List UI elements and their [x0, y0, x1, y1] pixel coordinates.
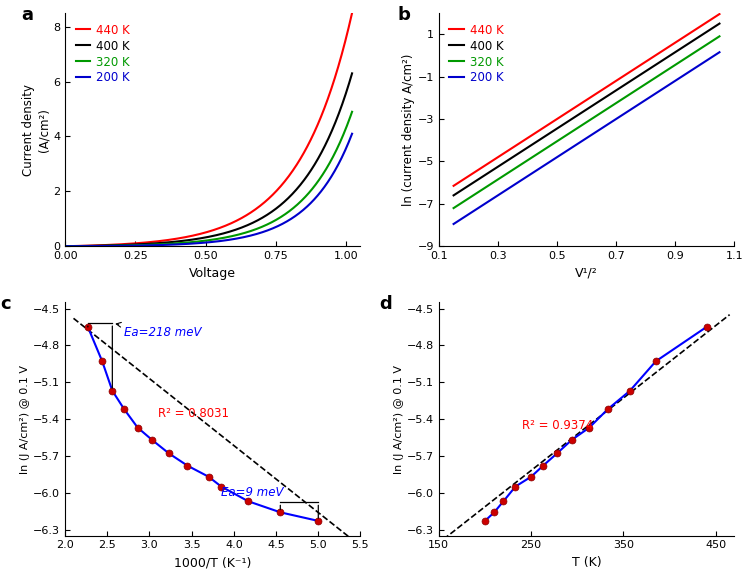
- Text: c: c: [0, 295, 10, 313]
- X-axis label: T (K): T (K): [572, 556, 602, 569]
- X-axis label: V¹/²: V¹/²: [575, 267, 598, 280]
- Text: d: d: [380, 295, 392, 313]
- Text: R² = 0.8031: R² = 0.8031: [158, 407, 229, 419]
- Y-axis label: ln (J A/cm²) @ 0.1 V: ln (J A/cm²) @ 0.1 V: [20, 365, 30, 473]
- X-axis label: Voltage: Voltage: [189, 267, 236, 280]
- Text: Ea=9 meV: Ea=9 meV: [221, 486, 284, 499]
- Y-axis label: ln (current density A/cm²): ln (current density A/cm²): [402, 54, 415, 206]
- X-axis label: 1000/T (K⁻¹): 1000/T (K⁻¹): [174, 556, 251, 569]
- Text: b: b: [398, 6, 410, 24]
- Text: R² = 0.9374: R² = 0.9374: [522, 419, 593, 432]
- Text: a: a: [21, 6, 33, 24]
- Legend: 440 K, 400 K, 320 K, 200 K: 440 K, 400 K, 320 K, 200 K: [71, 19, 134, 89]
- Y-axis label: ln (J A/cm²) @ 0.1 V: ln (J A/cm²) @ 0.1 V: [394, 365, 404, 473]
- Y-axis label: Current density
(A/cm²): Current density (A/cm²): [22, 84, 50, 176]
- Legend: 440 K, 400 K, 320 K, 200 K: 440 K, 400 K, 320 K, 200 K: [445, 19, 508, 89]
- Text: Ea=218 meV: Ea=218 meV: [116, 323, 202, 339]
